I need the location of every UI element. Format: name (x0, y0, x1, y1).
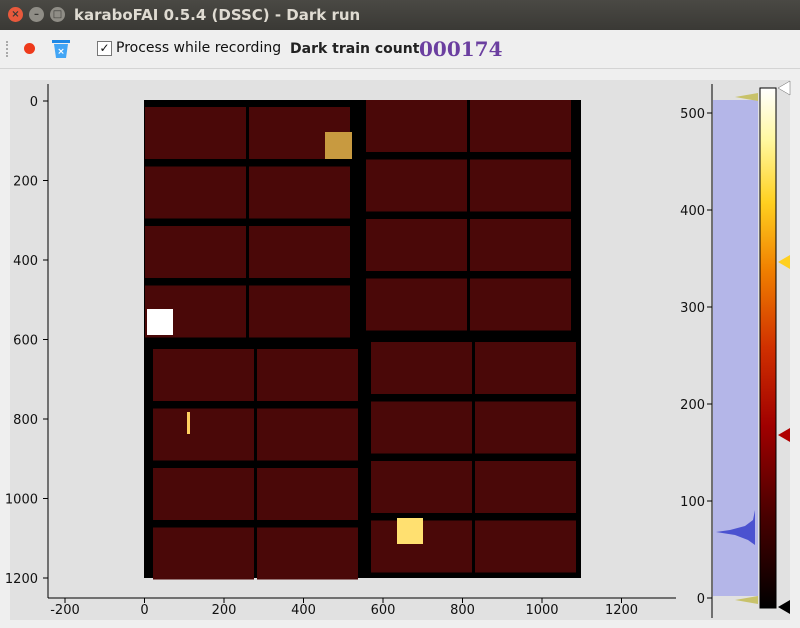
colormap-gradient-bar[interactable] (759, 87, 777, 609)
title-bar: × – □ karaboFAI 0.5.4 (DSSC) - Dark run (0, 0, 800, 30)
y-tick-label: 600 (13, 334, 38, 349)
svg-text:×: × (57, 47, 65, 57)
y-tick-label: 200 (13, 175, 38, 190)
detector-module (475, 461, 576, 513)
detector-module (153, 349, 254, 401)
process-while-recording-label: Process while recording (116, 40, 282, 56)
process-while-recording-checkbox[interactable]: ✓ (97, 41, 112, 56)
detector-module (371, 461, 472, 513)
detector-module (366, 278, 467, 331)
detector-module (371, 401, 472, 454)
close-window-button[interactable]: × (8, 7, 23, 22)
toolbar-grip-handle[interactable] (6, 41, 11, 57)
detector-module (249, 166, 350, 219)
x-tick-label: 1200 (605, 603, 638, 618)
detector-module (145, 107, 246, 159)
level-handle-top[interactable] (735, 93, 758, 101)
detector-module (249, 285, 350, 338)
detector-module (257, 349, 358, 401)
detector-module (470, 278, 571, 331)
record-icon[interactable] (24, 43, 35, 54)
histogram-tick-label: 500 (680, 107, 705, 122)
bright-region (397, 518, 423, 544)
gradient-tick-white[interactable] (777, 80, 791, 96)
detector-module (153, 468, 254, 520)
y-tick-label: 400 (13, 254, 38, 269)
x-tick-label: 200 (212, 603, 237, 618)
detector-image[interactable] (144, 100, 581, 580)
x-tick-label: 800 (450, 603, 475, 618)
detector-module (257, 408, 358, 461)
detector-module (145, 166, 246, 219)
gradient-tick-yellow[interactable] (778, 255, 790, 269)
histogram-panel[interactable]: 500 400 300 200 100 0 (680, 84, 758, 618)
saturated-region (147, 309, 173, 335)
y-tick-label: 0 (30, 95, 38, 110)
histogram-region[interactable] (713, 100, 758, 596)
detector-module (145, 226, 246, 278)
gradient-tick-red[interactable] (778, 428, 790, 442)
trash-bin-icon[interactable]: × (50, 38, 72, 60)
x-axis-ticks: -200 0 200 400 600 800 1000 1200 (50, 598, 638, 618)
y-axis-ticks: 0 200 400 600 800 1000 1200 (5, 95, 48, 587)
histogram-tick-label: 200 (680, 398, 705, 413)
histogram-curve (716, 510, 755, 545)
histogram-tick-label: 300 (680, 301, 705, 316)
x-tick-label: 1000 (525, 603, 558, 618)
x-tick-label: 0 (140, 603, 148, 618)
detector-module (470, 159, 571, 212)
minimize-window-button[interactable]: – (29, 7, 44, 22)
detector-module (366, 219, 467, 271)
detector-module (257, 527, 358, 580)
histogram-tick-label: 400 (680, 204, 705, 219)
histogram-tick-label: 0 (697, 592, 705, 607)
y-tick-label: 1200 (5, 572, 38, 587)
detector-module (470, 100, 571, 152)
hot-pixel-cluster (325, 132, 352, 159)
detector-module (366, 100, 467, 152)
detector-module (475, 342, 576, 394)
y-tick-label: 1000 (5, 493, 38, 508)
detector-module (475, 520, 576, 573)
x-tick-label: 600 (371, 603, 396, 618)
detector-module (470, 219, 571, 271)
detector-module (249, 226, 350, 278)
detector-module (153, 527, 254, 580)
toolbar: × ✓ Process while recording Dark train c… (0, 30, 800, 69)
bright-streak (187, 412, 190, 434)
maximize-window-button[interactable]: □ (50, 7, 65, 22)
level-handle-bottom[interactable] (735, 596, 758, 604)
y-tick-label: 800 (13, 413, 38, 428)
detector-module (371, 342, 472, 394)
detector-module (257, 468, 358, 520)
x-tick-label: -200 (50, 603, 80, 618)
detector-module (366, 159, 467, 212)
window-title: karaboFAI 0.5.4 (DSSC) - Dark run (74, 6, 361, 24)
dark-train-count-value: 000174 (419, 37, 503, 61)
x-tick-label: 400 (291, 603, 316, 618)
detector-module (153, 408, 254, 461)
detector-module (475, 401, 576, 454)
histogram-tick-label: 100 (680, 495, 705, 510)
dark-train-count-label: Dark train count: (290, 41, 425, 57)
gradient-tick-black[interactable] (778, 600, 790, 614)
